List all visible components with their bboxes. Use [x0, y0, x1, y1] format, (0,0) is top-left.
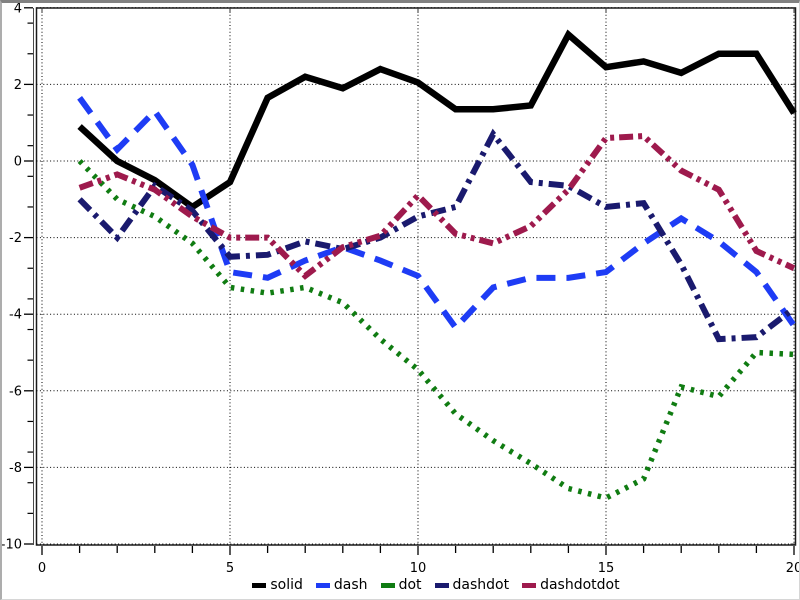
- legend-item-dash: dash: [315, 577, 368, 593]
- series-line-dot: [77, 159, 795, 501]
- legend-label-dash: dash: [333, 577, 368, 593]
- legend-label-dashdot: dashdot: [452, 577, 510, 593]
- x-tick-label-15: 15: [598, 561, 615, 576]
- legend-swatch-dash: [315, 582, 330, 588]
- legend-swatch-dashdot: [434, 582, 449, 588]
- legend-item-solid: solid: [252, 577, 303, 593]
- legend-label-dashdotdot: dashdotdot: [540, 577, 620, 593]
- legend-item-dashdotdot: dashdotdot: [522, 577, 620, 593]
- x-tick-label-0: 0: [38, 561, 46, 576]
- x-tick-label-10: 10: [410, 561, 427, 576]
- legend-swatch-dashdotdot: [522, 582, 537, 588]
- legend-item-dot: dot: [380, 577, 422, 593]
- legend-item-dashdot: dashdot: [434, 577, 510, 593]
- series-line-dashdotdot: [78, 133, 796, 280]
- y-tick-label--10: -10: [1, 538, 22, 553]
- series-line-solid: [77, 29, 797, 211]
- y-tick-label--4: -4: [9, 308, 22, 323]
- x-tick-label-20: 20: [786, 561, 800, 576]
- y-tick-label-4: 4: [14, 1, 22, 16]
- y-tick-label-0: 0: [14, 155, 22, 170]
- legend: solid dash dot dashdot dashdotdot: [2, 577, 799, 593]
- y-tick-label-2: 2: [14, 78, 22, 93]
- x-tick-label-5: 5: [226, 561, 234, 576]
- y-tick-label--8: -8: [9, 461, 22, 476]
- legend-label-solid: solid: [270, 577, 303, 593]
- legend-label-dot: dot: [398, 577, 422, 593]
- series-line-dash: [77, 96, 797, 333]
- legend-swatch-solid: [252, 582, 267, 588]
- y-tick-label--6: -6: [9, 384, 22, 399]
- legend-swatch-dot: [380, 582, 395, 588]
- y-tick-label--2: -2: [9, 231, 22, 246]
